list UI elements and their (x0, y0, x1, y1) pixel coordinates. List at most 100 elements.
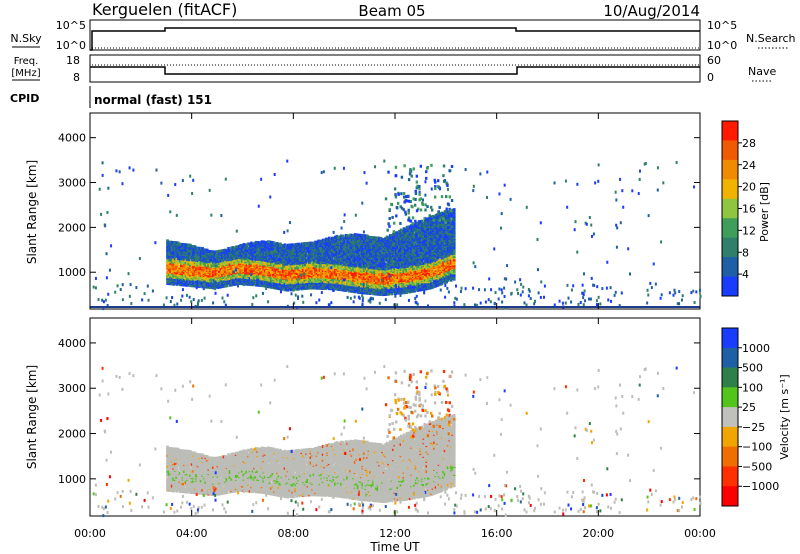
power-echo (170, 245, 174, 249)
power-echo (280, 266, 284, 270)
power-echo (285, 264, 288, 268)
power-echo (192, 284, 195, 288)
power-echo (192, 250, 195, 254)
power-echo (176, 267, 180, 271)
power-echo (256, 263, 259, 267)
power-echo (201, 285, 204, 289)
power-echo (265, 245, 268, 249)
power-echo (260, 266, 264, 270)
power-echo (279, 249, 282, 253)
power-echo (236, 245, 239, 249)
power-echo (172, 271, 175, 275)
power-echo (202, 251, 206, 255)
power-echo (224, 248, 227, 252)
power-echo (266, 240, 270, 244)
power-echo (219, 265, 223, 269)
power-echo (256, 241, 259, 245)
power-echo (271, 241, 275, 245)
power-echo (175, 258, 178, 262)
power-echo (169, 262, 172, 266)
power-echo (173, 241, 177, 245)
power-echo (199, 252, 203, 256)
power-echo (184, 263, 188, 267)
power-echo (233, 265, 236, 269)
power-echo (274, 246, 278, 250)
power-echo (208, 260, 212, 264)
power-echo (172, 273, 175, 277)
power-echo (189, 249, 192, 253)
power-echo (253, 244, 256, 248)
power-echo (184, 258, 188, 262)
power-echo (227, 277, 230, 281)
cpid-mode-text: normal (fast) 151 (94, 93, 212, 107)
power-echo (244, 243, 247, 247)
power-echo (276, 249, 279, 253)
power-echo (192, 260, 195, 264)
power-echo (260, 243, 264, 247)
power-echo (204, 265, 207, 269)
power-echo (199, 267, 203, 271)
power-echo (208, 257, 212, 261)
power-echo (227, 269, 230, 273)
power-echo (201, 274, 204, 278)
power-echo (221, 268, 224, 272)
power-echo (222, 257, 226, 261)
power-echo (259, 273, 262, 277)
power-echo (259, 241, 262, 245)
power-echo (198, 263, 201, 267)
power-echo (213, 252, 217, 256)
power-echo (234, 274, 238, 278)
power-echo (199, 246, 203, 250)
power-data-layer (92, 159, 702, 311)
power-echo (198, 275, 201, 279)
power-echo (265, 241, 268, 245)
power-echo (266, 257, 270, 261)
power-echo (288, 277, 291, 281)
power-echo (257, 278, 261, 282)
power-echo (192, 268, 195, 272)
power-echo (190, 284, 194, 288)
power-echo (263, 268, 267, 272)
power-echo (167, 250, 171, 254)
power-echo (219, 279, 223, 283)
power-echo (253, 262, 256, 266)
date-title: 10/Aug/2014 (603, 2, 700, 20)
freq-right-label: Nave (748, 65, 776, 78)
power-echo (237, 256, 241, 260)
power-echo (277, 263, 281, 267)
power-echo (248, 260, 252, 264)
power-echo (286, 276, 290, 280)
power-echo (207, 263, 211, 267)
power-echo (201, 257, 204, 261)
power-echo (282, 281, 285, 285)
power-echo (245, 259, 249, 263)
power-echo (231, 260, 235, 264)
power-echo (254, 271, 258, 275)
power-echo (283, 243, 287, 247)
power-echo (187, 280, 191, 284)
power-echo (237, 248, 241, 252)
power-echo (231, 278, 235, 282)
power-echo (190, 261, 194, 265)
power-echo (242, 276, 246, 280)
power-echo (192, 245, 195, 249)
power-echo (280, 247, 284, 251)
power-echo (169, 240, 172, 244)
beam-title: Beam 05 (358, 2, 425, 20)
power-echo (183, 271, 186, 275)
power-echo (269, 247, 273, 251)
power-echo (266, 266, 270, 270)
power-echo (259, 258, 262, 262)
power-echo (239, 254, 243, 258)
power-echo (283, 260, 287, 264)
power-echo (204, 259, 207, 263)
power-echo (285, 286, 288, 290)
power-echo (189, 256, 192, 260)
freq-frame (89, 54, 701, 83)
power-echo (242, 243, 246, 247)
power-echo (215, 272, 218, 276)
power-echo (248, 242, 252, 246)
power-echo (186, 264, 189, 268)
power-echo (245, 243, 249, 247)
power-echo (254, 266, 258, 270)
